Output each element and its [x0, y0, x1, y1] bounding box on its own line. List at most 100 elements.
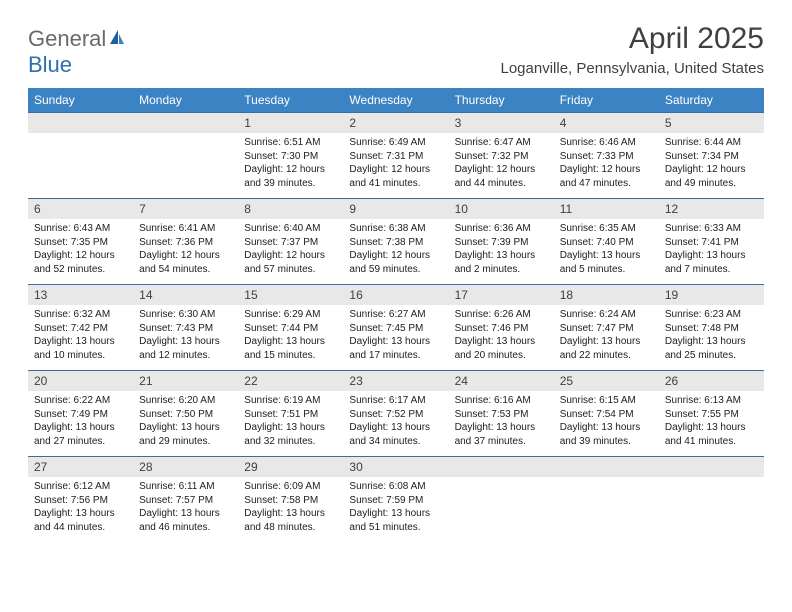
calendar-table: SundayMondayTuesdayWednesdayThursdayFrid… [28, 88, 764, 542]
day-number: 27 [28, 456, 133, 477]
sunrise-text: Sunrise: 6:32 AM [34, 308, 127, 322]
daylight-text: Daylight: 13 hours and 10 minutes. [34, 335, 127, 362]
daylight-text: Daylight: 13 hours and 48 minutes. [244, 507, 337, 534]
day-details: Sunrise: 6:23 AMSunset: 7:48 PMDaylight:… [659, 305, 764, 368]
day-details: Sunrise: 6:27 AMSunset: 7:45 PMDaylight:… [343, 305, 448, 368]
calendar-cell [449, 456, 554, 542]
day-details: Sunrise: 6:49 AMSunset: 7:31 PMDaylight:… [343, 133, 448, 196]
sunset-text: Sunset: 7:41 PM [665, 236, 758, 250]
calendar-cell: 12 Sunrise: 6:33 AMSunset: 7:41 PMDayligh… [659, 198, 764, 284]
day-header: Wednesday [343, 88, 448, 112]
day-details: Sunrise: 6:51 AMSunset: 7:30 PMDaylight:… [238, 133, 343, 196]
location-text: Loganville, Pennsylvania, United States [501, 60, 765, 77]
daylight-text: Daylight: 13 hours and 37 minutes. [455, 421, 548, 448]
daylight-text: Daylight: 12 hours and 57 minutes. [244, 249, 337, 276]
calendar-cell: 10Sunrise: 6:36 AMSunset: 7:39 PMDayligh… [449, 198, 554, 284]
day-number: 30 [343, 456, 448, 477]
day-details: Sunrise: 6:26 AMSunset: 7:46 PMDaylight:… [449, 305, 554, 368]
daylight-text: Daylight: 13 hours and 17 minutes. [349, 335, 442, 362]
day-details: Sunrise: 6:09 AMSunset: 7:58 PMDaylight:… [238, 477, 343, 540]
day-details: Sunrise: 6:46 AMSunset: 7:33 PMDaylight:… [554, 133, 659, 196]
sunset-text: Sunset: 7:34 PM [665, 150, 758, 164]
day-number: 10 [449, 198, 554, 219]
sunrise-text: Sunrise: 6:47 AM [455, 136, 548, 150]
calendar-cell: 21Sunrise: 6:20 AMSunset: 7:50 PMDayligh… [133, 370, 238, 456]
day-number: 2 [343, 112, 448, 133]
day-details: Sunrise: 6:17 AMSunset: 7:52 PMDaylight:… [343, 391, 448, 454]
day-number: 13 [28, 284, 133, 305]
calendar-cell: 7Sunrise: 6:41 AMSunset: 7:36 PMDaylight… [133, 198, 238, 284]
day-number: 28 [133, 456, 238, 477]
calendar-cell: 6Sunrise: 6:43 AMSunset: 7:35 PMDaylight… [28, 198, 133, 284]
day-details: Sunrise: 6:11 AMSunset: 7:57 PMDaylight:… [133, 477, 238, 540]
sunset-text: Sunset: 7:53 PM [455, 408, 548, 422]
day-details: Sunrise: 6:19 AMSunset: 7:51 PMDaylight:… [238, 391, 343, 454]
calendar-cell [133, 112, 238, 198]
day-number: 29 [238, 456, 343, 477]
sunrise-text: Sunrise: 6:13 AM [665, 394, 758, 408]
calendar-cell: 30Sunrise: 6:08 AMSunset: 7:59 PMDayligh… [343, 456, 448, 542]
sunrise-text: Sunrise: 6:36 AM [455, 222, 548, 236]
sunset-text: Sunset: 7:59 PM [349, 494, 442, 508]
sunset-text: Sunset: 7:57 PM [139, 494, 232, 508]
sunset-text: Sunset: 7:46 PM [455, 322, 548, 336]
day-details: Sunrise: 6:36 AMSunset: 7:39 PMDaylight:… [449, 219, 554, 282]
sunset-text: Sunset: 7:36 PM [139, 236, 232, 250]
sunset-text: Sunset: 7:42 PM [34, 322, 127, 336]
sunset-text: Sunset: 7:39 PM [455, 236, 548, 250]
day-details: Sunrise: 6:22 AMSunset: 7:49 PMDaylight:… [28, 391, 133, 454]
brand-text: GeneralBlue [28, 26, 126, 78]
day-number: 25 [554, 370, 659, 391]
calendar-cell: 3Sunrise: 6:47 AMSunset: 7:32 PMDaylight… [449, 112, 554, 198]
calendar-cell [28, 112, 133, 198]
day-header: Tuesday [238, 88, 343, 112]
calendar-cell: 16Sunrise: 6:27 AMSunset: 7:45 PMDayligh… [343, 284, 448, 370]
calendar-cell: 24Sunrise: 6:16 AMSunset: 7:53 PMDayligh… [449, 370, 554, 456]
sail-icon [108, 26, 126, 52]
day-details [133, 133, 238, 142]
sunrise-text: Sunrise: 6:41 AM [139, 222, 232, 236]
day-details: Sunrise: 6:38 AMSunset: 7:38 PMDaylight:… [343, 219, 448, 282]
day-number [28, 112, 133, 133]
calendar-cell: 13Sunrise: 6:32 AMSunset: 7:42 PMDayligh… [28, 284, 133, 370]
sunset-text: Sunset: 7:49 PM [34, 408, 127, 422]
sunrise-text: Sunrise: 6:16 AM [455, 394, 548, 408]
daylight-text: Daylight: 13 hours and 7 minutes. [665, 249, 758, 276]
daylight-text: Daylight: 13 hours and 39 minutes. [560, 421, 653, 448]
calendar-cell: 2Sunrise: 6:49 AMSunset: 7:31 PMDaylight… [343, 112, 448, 198]
daylight-text: Daylight: 12 hours and 49 minutes. [665, 163, 758, 190]
sunrise-text: Sunrise: 6:33 AM [665, 222, 758, 236]
month-title: April 2025 [501, 22, 765, 56]
day-number: 15 [238, 284, 343, 305]
sunset-text: Sunset: 7:45 PM [349, 322, 442, 336]
day-details: Sunrise: 6:08 AMSunset: 7:59 PMDaylight:… [343, 477, 448, 540]
day-number: 12 [659, 198, 764, 219]
sunrise-text: Sunrise: 6:49 AM [349, 136, 442, 150]
calendar-cell: 17Sunrise: 6:26 AMSunset: 7:46 PMDayligh… [449, 284, 554, 370]
calendar-head: SundayMondayTuesdayWednesdayThursdayFrid… [28, 88, 764, 112]
day-number: 26 [659, 370, 764, 391]
calendar-cell: 27Sunrise: 6:12 AMSunset: 7:56 PMDayligh… [28, 456, 133, 542]
calendar-cell: 26Sunrise: 6:13 AMSunset: 7:55 PMDayligh… [659, 370, 764, 456]
calendar-cell: 1Sunrise: 6:51 AMSunset: 7:30 PMDaylight… [238, 112, 343, 198]
sunset-text: Sunset: 7:31 PM [349, 150, 442, 164]
daylight-text: Daylight: 12 hours and 39 minutes. [244, 163, 337, 190]
sunrise-text: Sunrise: 6:51 AM [244, 136, 337, 150]
calendar-cell: 14Sunrise: 6:30 AMSunset: 7:43 PMDayligh… [133, 284, 238, 370]
day-number: 3 [449, 112, 554, 133]
day-details: Sunrise: 6:35 AMSunset: 7:40 PMDaylight:… [554, 219, 659, 282]
day-number: 24 [449, 370, 554, 391]
day-details: Sunrise: 6:40 AMSunset: 7:37 PMDaylight:… [238, 219, 343, 282]
calendar-cell: 15Sunrise: 6:29 AMSunset: 7:44 PMDayligh… [238, 284, 343, 370]
day-header: Sunday [28, 88, 133, 112]
day-details: Sunrise: 6:16 AMSunset: 7:53 PMDaylight:… [449, 391, 554, 454]
day-details: Sunrise: 6:44 AMSunset: 7:34 PMDaylight:… [659, 133, 764, 196]
sunset-text: Sunset: 7:30 PM [244, 150, 337, 164]
day-number: 1 [238, 112, 343, 133]
calendar-cell: 11Sunrise: 6:35 AMSunset: 7:40 PMDayligh… [554, 198, 659, 284]
day-details: Sunrise: 6:32 AMSunset: 7:42 PMDaylight:… [28, 305, 133, 368]
daylight-text: Daylight: 13 hours and 12 minutes. [139, 335, 232, 362]
sunset-text: Sunset: 7:48 PM [665, 322, 758, 336]
sunrise-text: Sunrise: 6:08 AM [349, 480, 442, 494]
sunset-text: Sunset: 7:40 PM [560, 236, 653, 250]
